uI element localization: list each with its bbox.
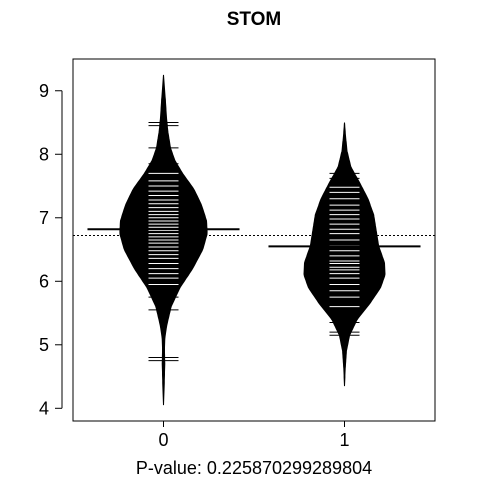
y-axis: 4 5 6 7 8 9 bbox=[39, 81, 63, 418]
y-tick-label: 5 bbox=[39, 335, 49, 355]
bean-shape-1 bbox=[303, 122, 386, 387]
plot-frame bbox=[72, 58, 436, 422]
x-tick-label: 0 bbox=[158, 430, 168, 450]
y-tick-label: 4 bbox=[39, 398, 49, 418]
y-tick-label: 6 bbox=[39, 271, 49, 291]
y-tick-label: 7 bbox=[39, 208, 49, 228]
y-tick-label: 9 bbox=[39, 81, 49, 101]
beans-layer bbox=[87, 74, 421, 406]
x-tick-label: 1 bbox=[339, 430, 349, 450]
x-axis-label: P-value: 0.225870299289804 bbox=[136, 458, 372, 478]
y-tick-label: 8 bbox=[39, 144, 49, 164]
chart-title: STOM bbox=[227, 9, 282, 30]
